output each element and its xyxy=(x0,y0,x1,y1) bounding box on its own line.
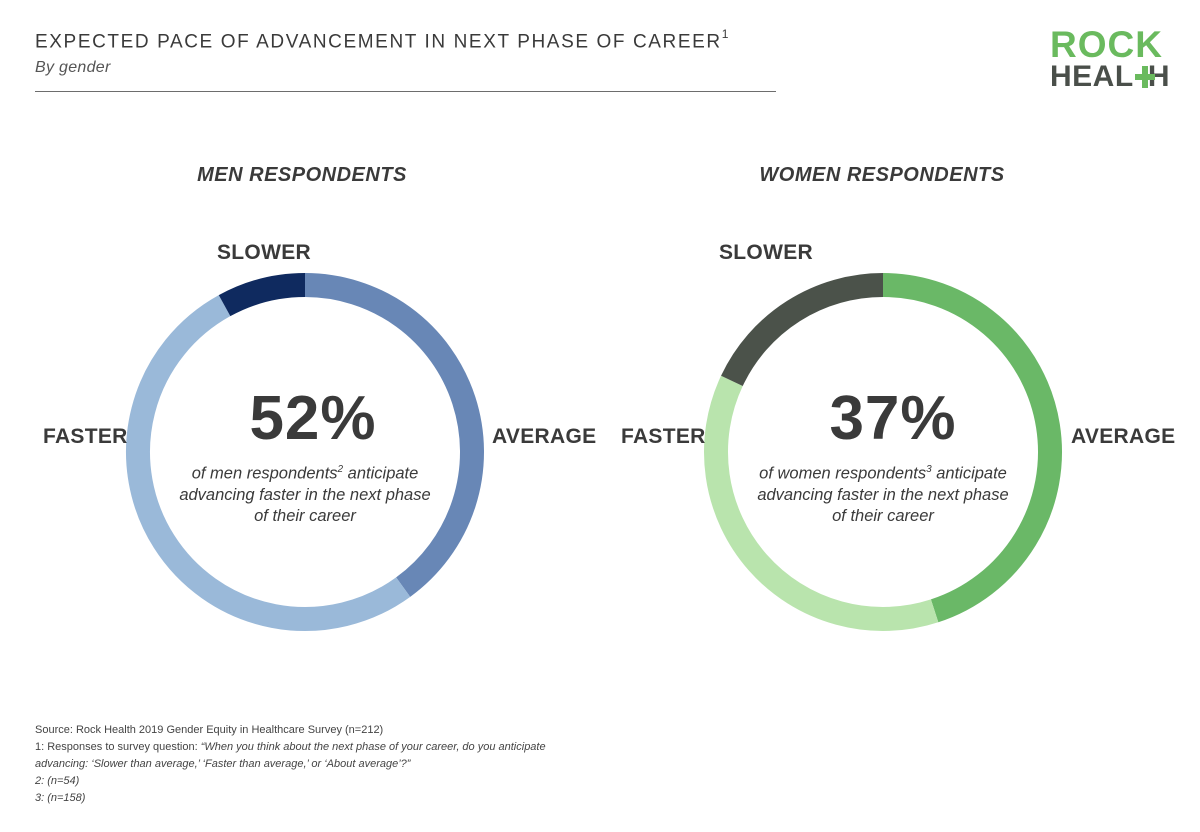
plus-icon xyxy=(1134,66,1155,88)
footnotes: Source: Rock Health 2019 Gender Equity i… xyxy=(35,722,595,807)
logo-line-rock: ROCK xyxy=(1050,24,1163,65)
men-center-value: 52% xyxy=(249,384,377,453)
men-center-text: of men respondents2 anticipate advancing… xyxy=(179,464,431,525)
women-label-average: AVERAGE xyxy=(1071,425,1176,448)
logo-line-health: HEAL H xyxy=(1050,60,1170,93)
footnote-2: 2: (n=54) xyxy=(35,775,80,787)
women-slice-average xyxy=(882,273,1062,623)
men-label-average: AVERAGE xyxy=(492,425,597,448)
footnote-3: 3: (n=158) xyxy=(35,792,86,804)
men-panel-title: MEN RESPONDENTS xyxy=(197,164,407,186)
men-label-slower: SLOWER xyxy=(217,241,311,264)
header: EXPECTED PACE OF ADVANCEMENT IN NEXT PHA… xyxy=(35,26,776,92)
women-slice-slower xyxy=(721,273,884,387)
men-slice-slower xyxy=(218,273,306,317)
women-center-value: 37% xyxy=(829,384,957,453)
rock-health-logo: ROCK HEAL H xyxy=(1050,24,1170,93)
men-label-faster: FASTER xyxy=(43,425,128,448)
women-panel-title: WOMEN RESPONDENTS xyxy=(759,164,1005,186)
women-label-slower: SLOWER xyxy=(719,241,813,264)
chart-subtitle: By gender xyxy=(35,59,111,77)
chart-title: EXPECTED PACE OF ADVANCEMENT IN NEXT PHA… xyxy=(35,27,729,53)
women-donut-chart xyxy=(704,273,1062,631)
men-donut-chart xyxy=(126,273,484,631)
men-slice-faster xyxy=(126,295,411,631)
men-slice-average xyxy=(304,273,484,597)
source-note: Source: Rock Health 2019 Gender Equity i… xyxy=(35,724,384,736)
women-slice-faster xyxy=(704,375,939,631)
women-label-faster: FASTER xyxy=(621,425,706,448)
women-center-text: of women respondents3 anticipate advanci… xyxy=(757,464,1009,525)
footnote-1: 1: Responses to survey question: “When y… xyxy=(35,741,546,770)
